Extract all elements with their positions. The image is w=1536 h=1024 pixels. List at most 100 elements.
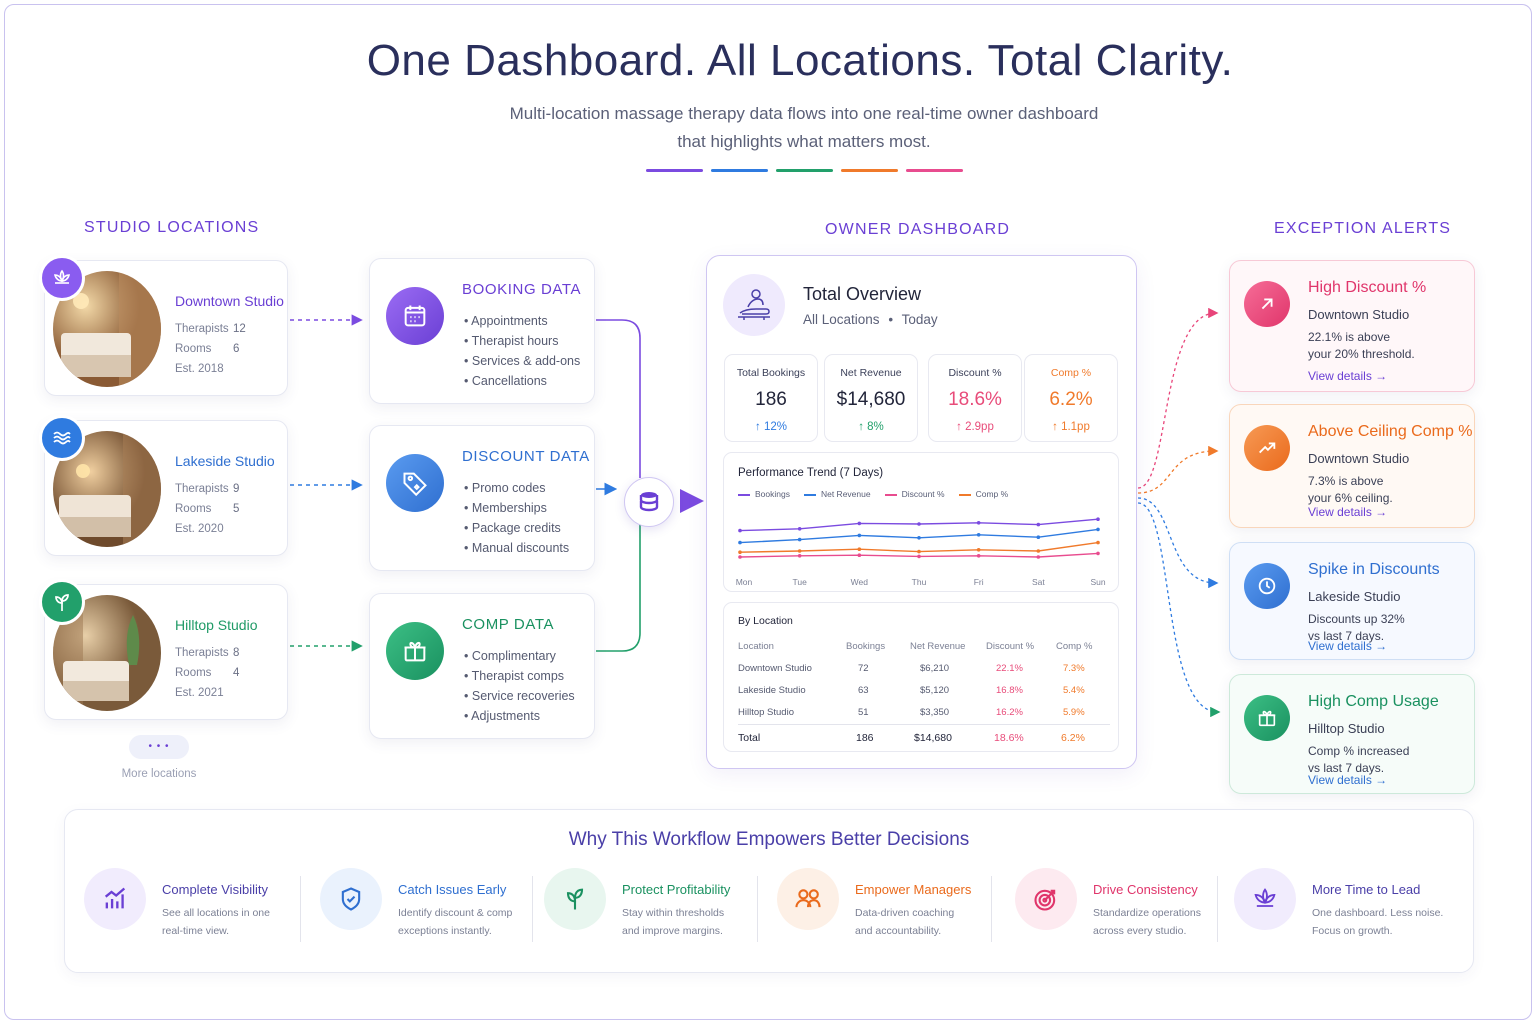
trend-line-chart: Mon Tue Wed Thu Fri Sat Sun bbox=[736, 517, 1106, 587]
studio-card-hilltop[interactable]: Hilltop Studio Therapists 8 Rooms 4 Est. 2… bbox=[39, 579, 288, 720]
table-cell: 63 bbox=[858, 685, 869, 696]
legend-discount: Discount % bbox=[884, 489, 945, 499]
data-point bbox=[797, 554, 802, 558]
alert-spike-in-discounts[interactable]: Spike in Discounts Lakeside Studio Disco… bbox=[1229, 542, 1475, 660]
data-point bbox=[1096, 517, 1100, 521]
list-item: Appointments bbox=[464, 311, 580, 331]
arrow-up-right-icon bbox=[1244, 281, 1290, 327]
kpi-label: Comp % bbox=[1050, 367, 1092, 379]
x-tick-label: Wed bbox=[851, 577, 869, 587]
more-locations-button[interactable]: • • • bbox=[129, 735, 189, 759]
kpi-comp-percent[interactable]: Comp % 6.2% ↑ 1.1pp bbox=[1024, 354, 1118, 442]
studio-card-lakeside[interactable]: Lakeside Studio Therapists 9 Rooms 5 Est. … bbox=[39, 415, 288, 556]
kpi-net-revenue[interactable]: Net Revenue $14,680 ↑ 8% bbox=[824, 354, 918, 442]
alert-studio: Lakeside Studio bbox=[1308, 589, 1401, 604]
list-item: Manual discounts bbox=[464, 538, 569, 558]
benefit-more-time-to-lead: More Time to Lead One dashboard. Less no… bbox=[1234, 868, 1454, 944]
studio-card-downtown[interactable]: Downtown Studio Therapists 12 Rooms 6 Est.… bbox=[39, 255, 288, 396]
x-tick-label: Sun bbox=[1090, 577, 1105, 587]
table-row[interactable]: Downtown Studio 72 $6,210 22.1% 7.3% bbox=[738, 659, 1110, 681]
divider bbox=[300, 876, 301, 942]
list-item: Memberships bbox=[464, 498, 569, 518]
table-cell: Total bbox=[738, 732, 761, 744]
alert-high-comp-usage[interactable]: High Comp Usage Hilltop Studio Comp % in… bbox=[1229, 674, 1475, 794]
massage-icon bbox=[723, 274, 785, 336]
legend-comp: Comp % bbox=[958, 489, 1008, 499]
accent-bar bbox=[646, 169, 703, 172]
kpi-total-bookings[interactable]: Total Bookings 186 ↑ 12% bbox=[724, 354, 818, 442]
table-cell: 16.2% bbox=[996, 707, 1023, 718]
data-point bbox=[976, 554, 981, 558]
alert-description: 7.3% is above your 6% ceiling. bbox=[1308, 474, 1393, 505]
list-item: Therapist hours bbox=[464, 331, 580, 351]
data-point bbox=[976, 521, 981, 525]
table-cell: 18.6% bbox=[994, 732, 1024, 744]
rooms-label: Rooms bbox=[175, 667, 212, 679]
table-cell: 72 bbox=[858, 663, 869, 674]
table-cell: 16.8% bbox=[996, 685, 1023, 696]
alert-studio: Hilltop Studio bbox=[1308, 721, 1385, 736]
alert-title: Spike in Discounts bbox=[1308, 561, 1440, 578]
table-header: Location Bookings Net Revenue Discount %… bbox=[738, 637, 1110, 659]
owner-dashboard-heading: OWNER DASHBOARD bbox=[825, 221, 1011, 238]
exception-alerts-heading: EXCEPTION ALERTS bbox=[1274, 220, 1452, 237]
table-cell: Lakeside Studio bbox=[738, 685, 806, 696]
booking-data-card[interactable]: BOOKING DATA Appointments Therapist hour… bbox=[369, 258, 595, 404]
legend-bookings: Bookings bbox=[738, 489, 790, 499]
table-row[interactable]: Hilltop Studio 51 $3,350 16.2% 5.9% bbox=[738, 703, 1110, 725]
database-icon bbox=[639, 492, 659, 512]
clock-icon bbox=[1244, 563, 1290, 609]
discount-data-list: Promo codes Memberships Package credits … bbox=[464, 478, 569, 558]
gift-icon bbox=[1244, 695, 1290, 741]
alert-high-discount[interactable]: High Discount % Downtown Studio 22.1% is… bbox=[1229, 260, 1475, 392]
subtitle-line-1: Multi-location massage therapy data flow… bbox=[509, 104, 1099, 123]
data-point bbox=[797, 549, 802, 553]
benefit-empower-managers: Empower Managers Data-driven coaching and… bbox=[777, 868, 987, 944]
view-details-link[interactable]: View details → bbox=[1308, 505, 1388, 519]
location-table: Location Bookings Net Revenue Discount %… bbox=[738, 637, 1110, 751]
x-tick-label: Tue bbox=[792, 577, 807, 587]
alert-above-ceiling-comp[interactable]: Above Ceiling Comp % Downtown Studio 7.3… bbox=[1229, 404, 1475, 528]
x-tick-label: Fri bbox=[974, 577, 984, 587]
accent-bar bbox=[906, 169, 963, 172]
data-point bbox=[797, 527, 802, 531]
view-details-link[interactable]: View details → bbox=[1308, 773, 1388, 787]
separator-dot: • bbox=[888, 312, 894, 327]
dashboard-title: Total Overview bbox=[803, 284, 922, 304]
view-details-link[interactable]: View details → bbox=[1308, 369, 1388, 383]
benefit-drive-consistency: Drive Consistency Standardize operations… bbox=[1015, 868, 1215, 944]
list-item: Services & add-ons bbox=[464, 351, 580, 371]
view-details-link[interactable]: View details → bbox=[1308, 639, 1388, 653]
table-cell: 7.3% bbox=[1063, 663, 1085, 674]
data-point bbox=[917, 554, 921, 559]
rooms-count: 6 bbox=[233, 343, 240, 355]
comp-data-card[interactable]: COMP DATA Complimentary Therapist comps … bbox=[369, 593, 595, 739]
leaf-icon bbox=[39, 579, 85, 625]
comp-data-list: Complimentary Therapist comps Service re… bbox=[464, 646, 575, 726]
target-icon bbox=[1015, 868, 1077, 930]
kpi-delta: ↑ 12% bbox=[755, 421, 787, 433]
divider bbox=[991, 876, 992, 942]
benefit-description: Stay within thresholds and improve margin… bbox=[622, 907, 725, 937]
table-cell: 5.9% bbox=[1063, 707, 1085, 718]
established-year: Est. 2021 bbox=[175, 687, 224, 699]
therapists-label: Therapists bbox=[175, 647, 229, 659]
legend-net-revenue: Net Revenue bbox=[803, 489, 871, 499]
lotus-icon bbox=[39, 255, 85, 301]
discount-data-card[interactable]: DISCOUNT DATA Promo codes Memberships Pa… bbox=[369, 425, 595, 571]
data-point bbox=[917, 522, 921, 526]
table-row[interactable]: Lakeside Studio 63 $5,120 16.8% 5.4% bbox=[738, 681, 1110, 703]
data-point bbox=[1096, 527, 1100, 532]
column-header: Comp % bbox=[1056, 641, 1093, 652]
data-point bbox=[857, 521, 862, 526]
by-location-title: By Location bbox=[738, 615, 793, 627]
benefit-protect-profitability: Protect Profitability Stay within thresh… bbox=[544, 868, 754, 944]
data-point bbox=[1036, 549, 1041, 553]
kpi-delta: ↑ 1.1pp bbox=[1052, 421, 1090, 433]
discount-data-title: DISCOUNT DATA bbox=[462, 448, 590, 465]
divider bbox=[757, 876, 758, 942]
established-year: Est. 2020 bbox=[175, 523, 224, 535]
table-cell: 51 bbox=[858, 707, 869, 718]
kpi-discount-percent[interactable]: Discount % 18.6% ↑ 2.9pp bbox=[928, 354, 1022, 442]
accent-bars bbox=[646, 169, 963, 173]
